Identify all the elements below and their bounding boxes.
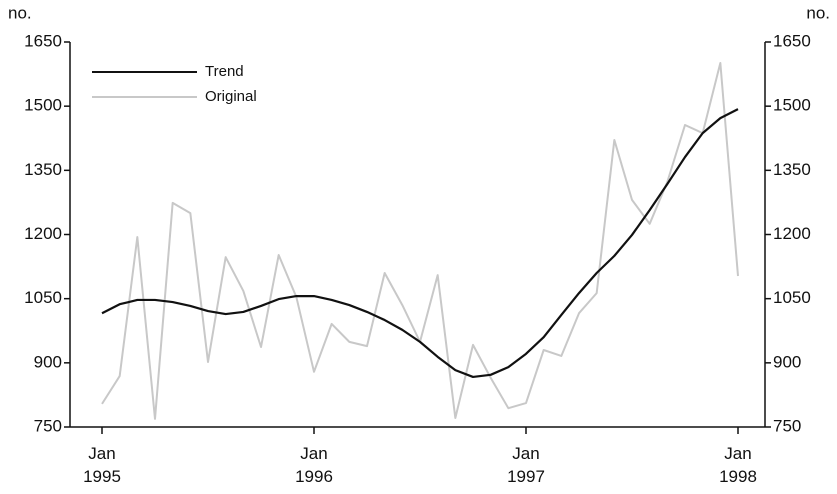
series-line <box>101 108 739 379</box>
x-tick-label: Jan 1998 <box>719 444 757 486</box>
y-tick-label: 750 <box>34 416 62 435</box>
y2-tick-label: 1500 <box>773 96 811 115</box>
y2-tick-label: 1200 <box>773 224 811 243</box>
y-tick-label: 1500 <box>24 96 62 115</box>
series-line <box>101 61 739 420</box>
legend-label: Trend <box>205 63 244 80</box>
y2-tick-label: 1650 <box>773 31 811 50</box>
y-tick-label: 1050 <box>24 288 62 307</box>
y2-tick-label: 900 <box>773 352 801 371</box>
y-tick-label: 1650 <box>24 31 62 50</box>
y-tick-label: 900 <box>34 352 62 371</box>
y-tick-label: 1350 <box>24 160 62 179</box>
y2-tick-label: 1050 <box>773 288 811 307</box>
y-axis-unit: no. <box>8 3 32 22</box>
x-tick-label: Jan 1996 <box>295 444 333 486</box>
y-tick-label: 1200 <box>24 224 62 243</box>
legend-label: Original <box>205 88 257 105</box>
x-tick-label: Jan 1995 <box>83 444 121 486</box>
y2-tick-label: 1350 <box>773 160 811 179</box>
x-tick-label: Jan 1997 <box>507 444 545 486</box>
y2-axis-unit: no. <box>806 3 830 22</box>
y2-tick-label: 750 <box>773 416 801 435</box>
